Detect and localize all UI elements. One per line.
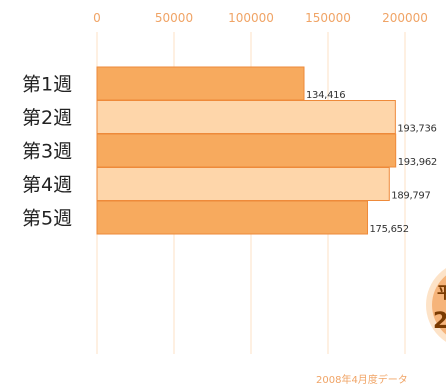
bars — [96, 66, 397, 235]
bar-2 — [96, 100, 396, 134]
value-label-5: 175,652 — [370, 224, 409, 235]
category-label-1: 第1週 — [22, 74, 72, 96]
x-tick-label-1: 50000 — [155, 11, 193, 25]
category-label-3: 第3週 — [22, 141, 72, 163]
badge-line1: 平 — [437, 283, 446, 302]
value-label-1: 134,416 — [306, 90, 345, 101]
footnote: 2008年4月度データ — [316, 373, 408, 384]
category-label-2: 第2週 — [22, 107, 72, 129]
x-tick-label-0: 0 — [93, 11, 101, 25]
average-badge: 平 2 — [426, 268, 446, 342]
badge-inner-circle — [432, 275, 446, 335]
bar-5 — [96, 200, 369, 235]
x-tick-label-4: 200000 — [382, 11, 428, 25]
bar-1 — [96, 66, 305, 101]
bar-3 — [96, 133, 397, 168]
category-label-5: 第5週 — [22, 208, 72, 230]
value-label-4: 189,797 — [391, 191, 430, 202]
bar-4 — [96, 167, 390, 201]
x-axis-ticks: 0 50000 100000 150000 200000 — [93, 11, 428, 25]
category-label-4: 第4週 — [22, 174, 72, 196]
x-tick-label-2: 100000 — [228, 11, 274, 25]
badge-line2: 2 — [433, 309, 446, 334]
value-labels: 134,416 193,736 193,962 189,797 175,652 — [306, 90, 437, 235]
x-tick-label-3: 150000 — [305, 11, 351, 25]
value-label-3: 193,962 — [398, 157, 437, 168]
value-label-2: 193,736 — [397, 124, 436, 135]
